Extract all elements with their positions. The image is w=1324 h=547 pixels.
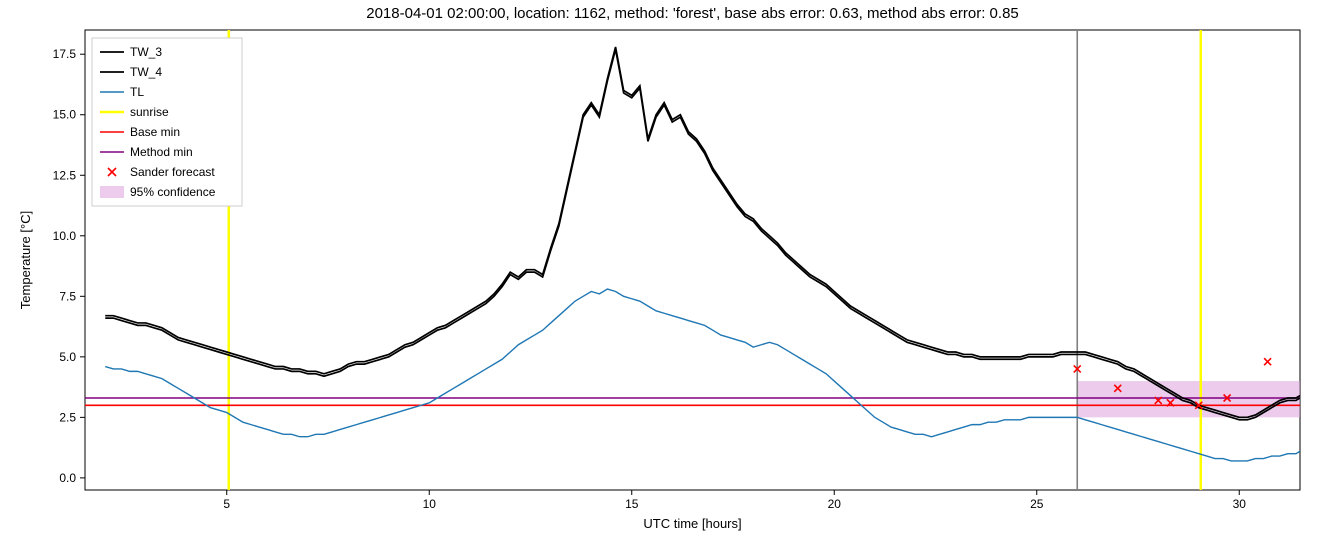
chart-container: 2018-04-01 02:00:00, location: 1162, met… [0,0,1324,547]
legend-label: TL [130,85,144,99]
legend: TW_3 TW_4 TL sunrise Base min Method min Sande… [92,38,242,206]
ytick-label: 2.5 [59,410,76,424]
legend-label: Base min [130,125,180,139]
legend-label: Sander forecast [130,165,215,179]
xtick-label: 10 [423,497,437,511]
ytick-label: 17.5 [53,47,77,61]
legend-label: 95% confidence [130,185,216,199]
xtick-label: 15 [625,497,639,511]
chart-title: 2018-04-01 02:00:00, location: 1162, met… [366,5,1019,22]
x-axis-label: UTC time [hours] [643,516,741,531]
xtick-label: 25 [1030,497,1044,511]
y-axis-label: Temperature [°C] [18,211,33,309]
ytick-label: 7.5 [59,289,76,303]
legend-box [92,38,242,206]
temperature-chart: 2018-04-01 02:00:00, location: 1162, met… [0,0,1324,547]
legend-label: TW_4 [130,65,162,79]
ytick-label: 15.0 [53,108,77,122]
ytick-label: 12.5 [53,168,77,182]
xtick-label: 5 [223,497,230,511]
ytick-label: 5.0 [59,350,76,364]
ytick-label: 0.0 [59,471,76,485]
ytick-label: 10.0 [53,229,77,243]
legend-label: Method min [130,145,193,159]
xtick-label: 20 [828,497,842,511]
legend-swatch [100,186,124,198]
legend-label: sunrise [130,105,169,119]
xtick-label: 30 [1233,497,1247,511]
legend-label: TW_3 [130,45,162,59]
